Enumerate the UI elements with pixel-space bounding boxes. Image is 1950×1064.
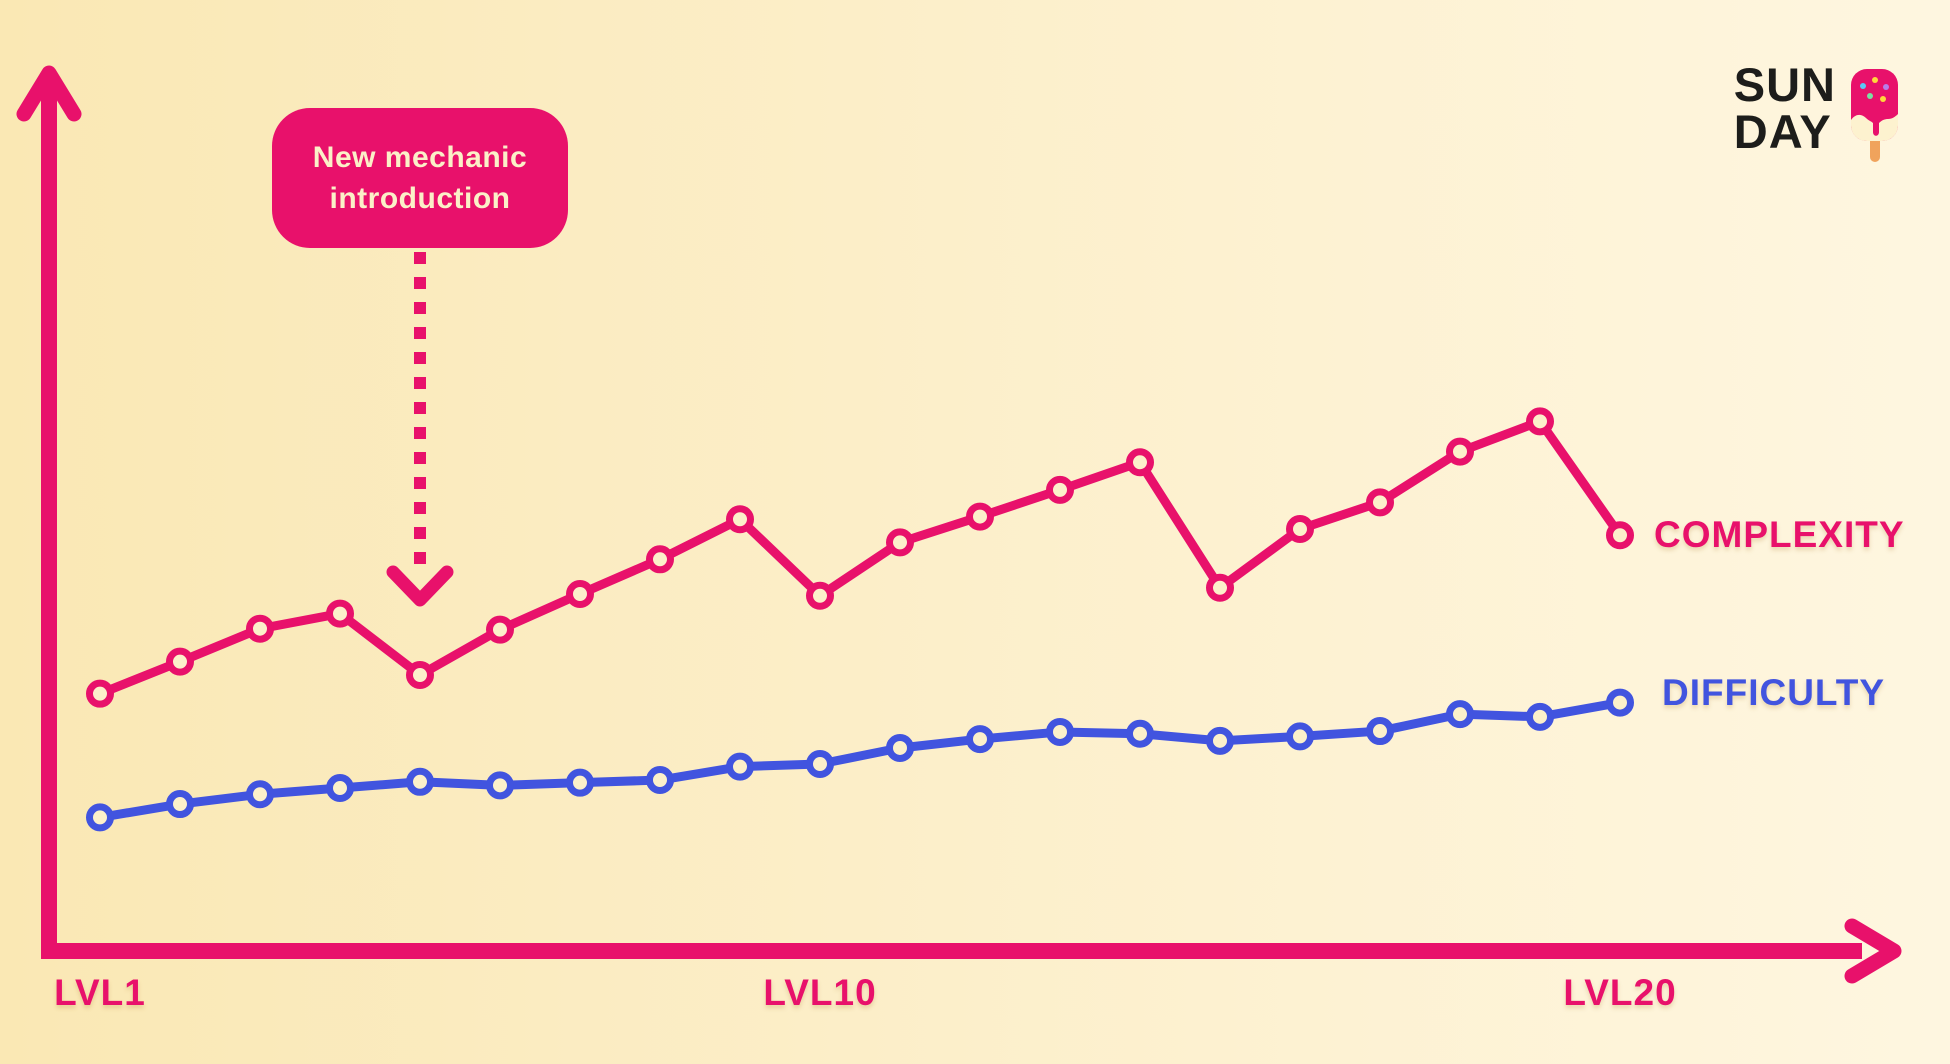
complexity-marker-lvl2 bbox=[166, 647, 194, 676]
complexity-series-label: COMPLEXITY bbox=[1654, 514, 1905, 556]
difficulty-marker-lvl5 bbox=[406, 767, 434, 796]
y-axis-arrowhead-icon bbox=[16, 65, 82, 122]
complexity-marker-lvl18 bbox=[1446, 437, 1474, 466]
difficulty-marker-lvl1 bbox=[86, 803, 114, 832]
difficulty-line bbox=[86, 688, 1634, 832]
sunday-logo: SUN DAY bbox=[1733, 58, 1900, 168]
difficulty-marker-lvl10 bbox=[806, 749, 834, 778]
difficulty-marker-lvl3 bbox=[246, 780, 274, 809]
difficulty-marker-lvl17 bbox=[1366, 717, 1394, 746]
difficulty-marker-lvl16 bbox=[1286, 722, 1314, 751]
difficulty-marker-lvl15 bbox=[1206, 726, 1234, 755]
complexity-marker-lvl12 bbox=[966, 502, 994, 531]
x-axis-arrowhead-icon bbox=[1844, 918, 1902, 984]
complexity-marker-lvl9 bbox=[726, 505, 754, 534]
difficulty-marker-lvl11 bbox=[886, 733, 914, 762]
complexity-marker-lvl17 bbox=[1366, 488, 1394, 517]
complexity-marker-lvl7 bbox=[566, 580, 594, 608]
popsicle-icon bbox=[1851, 69, 1898, 162]
logo-line2: DAY bbox=[1733, 104, 1832, 158]
annotation-text-line2: introduction bbox=[329, 182, 511, 215]
complexity-marker-lvl3 bbox=[246, 614, 274, 643]
difficulty-marker-lvl9 bbox=[726, 752, 754, 781]
complexity-marker-lvl15 bbox=[1206, 573, 1234, 602]
complexity-marker-lvl11 bbox=[886, 528, 914, 557]
logo-line1: SUN bbox=[1733, 58, 1836, 111]
complexity-marker-lvl13 bbox=[1046, 475, 1074, 504]
difficulty-marker-lvl4 bbox=[326, 774, 354, 803]
sunday-logo-text: SUN DAY bbox=[1733, 58, 1836, 158]
complexity-marker-lvl14 bbox=[1126, 448, 1154, 477]
difficulty-marker-lvl6 bbox=[486, 771, 514, 800]
complexity-marker-lvl5 bbox=[406, 660, 434, 689]
complexity-line bbox=[86, 407, 1634, 708]
annotation-text-line1: New mechanic bbox=[312, 140, 528, 174]
difficulty-marker-lvl13 bbox=[1046, 717, 1074, 746]
difficulty-marker-lvl7 bbox=[566, 768, 594, 797]
complexity-marker-lvl8 bbox=[646, 545, 674, 574]
complexity-marker-lvl10 bbox=[806, 581, 834, 610]
annotation-arrowhead-icon bbox=[386, 565, 454, 607]
difficulty-polyline bbox=[95, 698, 1625, 822]
complexity-marker-lvl16 bbox=[1286, 515, 1314, 544]
complexity-marker-lvl4 bbox=[326, 599, 354, 628]
complexity-marker-lvl20 bbox=[1606, 521, 1634, 550]
difficulty-marker-lvl8 bbox=[646, 766, 674, 795]
x-tick-lvl20: LVL20 bbox=[1563, 972, 1677, 1013]
annotation-arrow bbox=[386, 252, 454, 607]
difficulty-marker-lvl18 bbox=[1446, 700, 1474, 729]
complexity-marker-lvl1 bbox=[86, 679, 114, 708]
x-tick-lvl10: LVL10 bbox=[763, 972, 877, 1013]
complexity-marker-lvl6 bbox=[486, 615, 514, 644]
axes bbox=[16, 65, 1902, 984]
difficulty-marker-lvl20 bbox=[1606, 688, 1634, 717]
complexity-marker-lvl19 bbox=[1526, 407, 1554, 436]
complexity-polyline bbox=[95, 416, 1625, 699]
difficulty-series-label: DIFFICULTY bbox=[1662, 671, 1886, 713]
difficulty-marker-lvl19 bbox=[1526, 702, 1554, 731]
x-tick-lvl1: LVL1 bbox=[54, 972, 146, 1013]
difficulty-marker-lvl2 bbox=[166, 790, 194, 819]
difficulty-marker-lvl12 bbox=[966, 725, 994, 754]
difficulty-marker-lvl14 bbox=[1126, 719, 1154, 748]
annotation-callout: New mechanic introduction bbox=[272, 108, 568, 248]
